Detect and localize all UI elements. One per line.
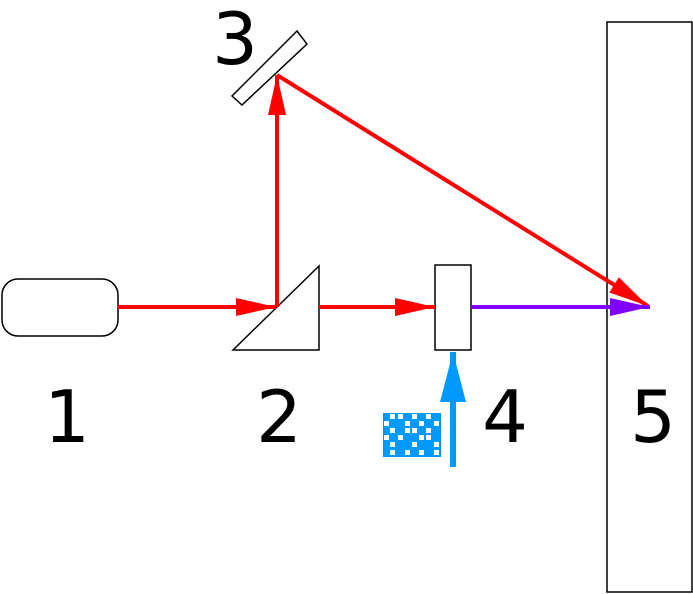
label-5: 5	[630, 375, 676, 459]
label-3: 3	[212, 0, 258, 81]
light-source-1	[1, 278, 119, 337]
label-4: 4	[482, 375, 528, 459]
red-beam-mirror-to-screen	[275, 73, 650, 308]
label-1: 1	[44, 375, 90, 459]
element-4	[434, 264, 472, 351]
mirror-3	[230, 29, 309, 107]
label-2: 2	[256, 375, 302, 459]
checker-pattern-icon	[383, 413, 441, 457]
